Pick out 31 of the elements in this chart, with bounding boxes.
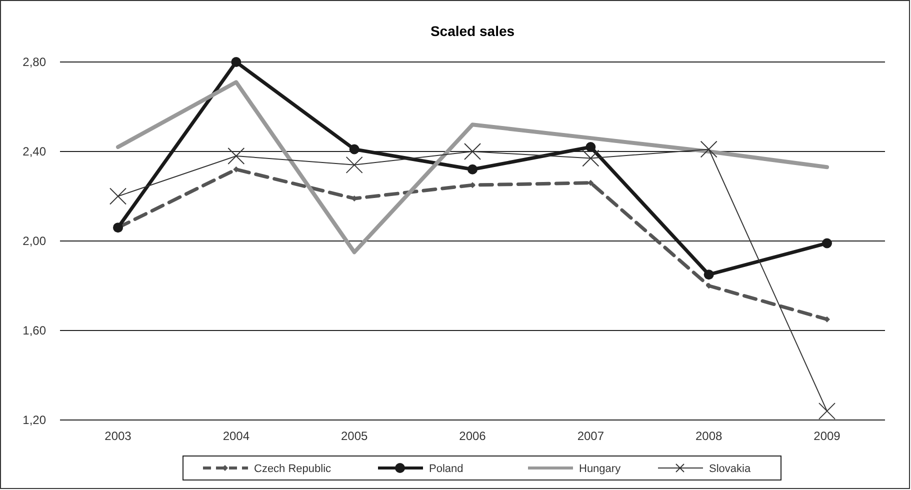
x-tick-label: 2007 xyxy=(577,429,604,443)
point xyxy=(582,150,600,167)
point xyxy=(110,188,126,205)
point xyxy=(349,144,360,154)
x-tick-label: 2004 xyxy=(222,429,250,443)
chart-title: Scaled sales xyxy=(430,23,515,39)
y-tick-label: 2,40 xyxy=(22,144,46,158)
x-tick-label: 2003 xyxy=(104,429,132,443)
x-tick-label: 2006 xyxy=(459,429,486,443)
point xyxy=(231,57,242,67)
legend-label: Czech Republic xyxy=(254,463,332,475)
legend-label: Slovakia xyxy=(709,463,752,475)
y-tick-label: 2,00 xyxy=(22,234,46,248)
point xyxy=(704,270,714,280)
point xyxy=(228,147,245,164)
legend-label: Poland xyxy=(429,463,464,475)
y-tick-label: 1,60 xyxy=(22,324,46,338)
x-tick-label: 2005 xyxy=(340,429,368,443)
point xyxy=(346,156,363,174)
legend-label: Hungary xyxy=(579,463,622,475)
y-tick-label: 2,80 xyxy=(22,55,46,69)
point xyxy=(468,164,478,174)
y-tick-label: 1,20 xyxy=(22,413,46,427)
x-tick-label: 2008 xyxy=(695,429,723,443)
point xyxy=(464,143,481,160)
point xyxy=(822,238,832,248)
x-tick-label: 2009 xyxy=(814,429,841,443)
point xyxy=(700,140,718,158)
point xyxy=(586,142,596,152)
point xyxy=(818,402,836,420)
line-series xyxy=(116,80,829,254)
